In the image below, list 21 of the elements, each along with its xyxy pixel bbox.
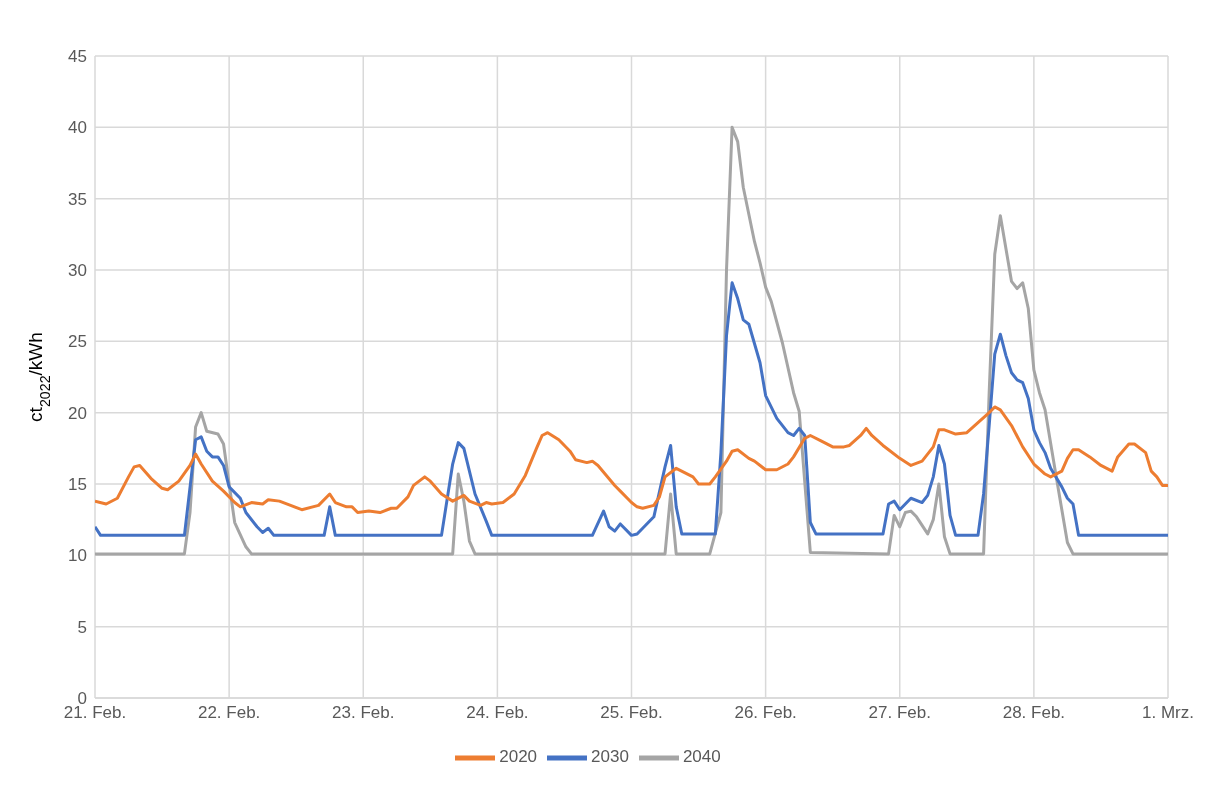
x-tick-label: 27. Feb. [868, 703, 931, 723]
x-tick-label: 1. Mrz. [1142, 703, 1194, 723]
legend-label: 2040 [682, 747, 721, 767]
x-tick-label: 28. Feb. [1002, 703, 1066, 723]
y-tick-label: 35 [68, 189, 87, 209]
legend-label: 2020 [499, 747, 538, 767]
y-tick-label: 15 [68, 475, 87, 495]
y-tick-label: 45 [68, 47, 87, 67]
x-tick-label: 25. Feb. [600, 703, 663, 723]
legend-label: 2030 [591, 747, 629, 767]
y-tick-label: 10 [68, 546, 87, 566]
y-tick-label: 25 [68, 332, 87, 352]
y-tick-label: 40 [68, 118, 87, 138]
y-tick-label: 20 [68, 403, 87, 423]
x-tick-label: 26. Feb. [734, 703, 797, 723]
x-tick-label: 24. Feb. [466, 703, 529, 723]
y-tick-label: 5 [77, 617, 87, 637]
x-tick-label: 21. Feb. [63, 703, 127, 723]
x-tick-label: 23. Feb. [332, 703, 395, 723]
y-tick-label: 30 [68, 261, 87, 281]
x-tick-label: 22. Feb. [197, 703, 261, 723]
